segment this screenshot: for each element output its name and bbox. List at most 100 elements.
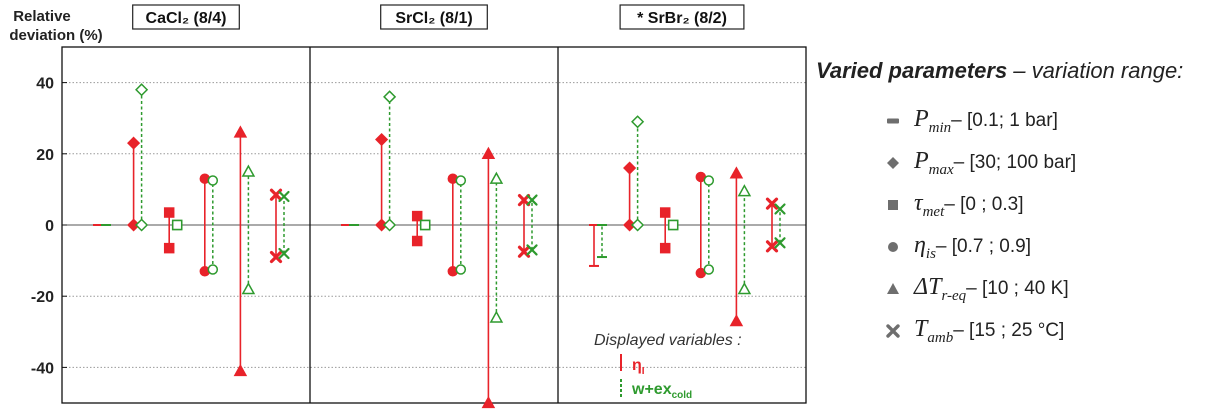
- legend-symbol: [882, 155, 904, 171]
- marker-square: [667, 219, 679, 231]
- legend-item: ΔTr-eq – [10 ; 40 K]: [882, 268, 1226, 310]
- y-tick-label: 20: [36, 147, 54, 164]
- legend-symbol: [882, 197, 904, 213]
- marker-diamond: [631, 115, 645, 129]
- marker-circle: [207, 264, 219, 275]
- displayed-variables-title: Displayed variables :: [594, 332, 742, 349]
- legend-item: Pmax – [30; 100 bar]: [882, 142, 1226, 184]
- panel-title-frame: [380, 4, 488, 30]
- marker-cross-stroke: [526, 244, 538, 256]
- group-Pmin: [589, 224, 607, 267]
- legend-eta-label: ηI: [632, 357, 645, 377]
- legend-eta-sub: I: [642, 366, 645, 377]
- marker-cross-stroke: [774, 237, 786, 249]
- y-tick-label: -40: [31, 360, 54, 377]
- marker-square: [411, 235, 423, 247]
- marker-cross-stroke: [526, 194, 538, 206]
- legend-parameter-subscript: max: [928, 161, 954, 178]
- marker-cross-stroke: [517, 193, 531, 207]
- marker-cross-stroke: [278, 247, 290, 260]
- legend-w-sub: cold: [672, 390, 693, 401]
- legend-parameter-symbol: T: [914, 315, 928, 342]
- legend-parameter-symbol: η: [914, 231, 926, 258]
- legend-symbol: [882, 281, 904, 297]
- dash-icon-shape: [887, 118, 899, 124]
- legend-parameter-symbol: ΔT: [914, 273, 942, 300]
- legend-item: ηis – [0.7 ; 0.9]: [882, 226, 1226, 268]
- group-tau_met: [659, 207, 679, 254]
- legend-parameter-range: – [30; 100 bar]: [953, 152, 1077, 173]
- group-eta_is: [199, 173, 219, 277]
- group-T_amb: [765, 197, 786, 253]
- marker-square: [163, 242, 175, 254]
- group-tau_met: [163, 207, 183, 254]
- legend-symbol: [882, 239, 904, 255]
- panel-title-frame: [619, 4, 745, 30]
- marker-triangle: [233, 125, 248, 138]
- legend-item: Pmin – [0.1; 1 bar]: [882, 100, 1226, 142]
- group-eta_is: [695, 171, 715, 279]
- legend-parameter-name: Pmin: [914, 106, 951, 137]
- triangle-icon: [887, 283, 899, 294]
- legend-symbol: [882, 113, 904, 129]
- marker-diamond: [135, 83, 149, 97]
- y-axis-label-line1: Relative: [13, 8, 71, 25]
- marker-cross-stroke: [765, 240, 779, 253]
- varied-parameters-legend: Varied parameters – variation range: Pmi…: [816, 58, 1226, 352]
- square-icon-shape: [888, 200, 898, 210]
- legend-parameter-subscript: is: [925, 245, 936, 262]
- legend-w-main: w+ex: [631, 381, 672, 398]
- legend-parameter-subscript: met: [922, 203, 945, 220]
- legend-parameter-name: Pmax: [914, 148, 954, 179]
- marker-square: [163, 207, 175, 218]
- marker-triangle: [737, 282, 752, 295]
- legend-symbol: [882, 323, 904, 339]
- marker-triangle: [481, 146, 496, 159]
- legend-eta-main: η: [632, 357, 642, 374]
- legend-parameter-name: ηis: [914, 232, 936, 263]
- cross-icon-shape: [886, 324, 900, 338]
- marker-circle: [703, 264, 715, 275]
- legend-parameter-name: τmet: [914, 190, 944, 221]
- legend-parameter-symbol: P: [914, 147, 929, 174]
- marker-triangle: [233, 363, 248, 377]
- panel-title-box: SrCl₂ (8/1): [380, 4, 488, 30]
- square-icon: [888, 200, 898, 210]
- group-T_amb: [269, 188, 290, 264]
- marker-cross-stroke: [517, 245, 531, 258]
- marker-circle: [207, 175, 219, 186]
- group-Pmax: [623, 115, 645, 232]
- marker-diamond: [623, 161, 637, 175]
- marker-circle: [455, 264, 467, 275]
- panel-title-frame: [132, 4, 240, 30]
- group-Pmax: [375, 90, 397, 232]
- panel-title: CaCl₂ (8/4): [146, 10, 227, 27]
- legend-w-label: w+excold: [631, 381, 692, 401]
- marker-triangle: [729, 166, 744, 179]
- legend-title-rest: – variation range:: [1007, 58, 1184, 83]
- group-dT_r_eq: [481, 146, 504, 409]
- panel-title-box: * SrBr₂ (8/2): [619, 4, 745, 30]
- marker-triangle: [489, 171, 504, 184]
- panel-title-box: CaCl₂ (8/4): [132, 4, 240, 30]
- marker-diamond: [631, 218, 645, 232]
- legend-parameter-symbol: P: [914, 105, 929, 132]
- displayed-variables-legend: Displayed variables :ηIw+excold: [594, 332, 742, 401]
- dash-icon: [887, 118, 899, 124]
- marker-square: [171, 219, 183, 231]
- diamond-icon-shape: [887, 157, 899, 169]
- group-dT_r_eq: [729, 166, 752, 327]
- legend-parameter-range: – [0.7 ; 0.9]: [935, 236, 1031, 257]
- marker-cross-stroke: [765, 197, 779, 210]
- legend-parameter-subscript: r-eq: [941, 287, 967, 304]
- marker-cross-stroke: [278, 190, 290, 203]
- cross-icon: [886, 324, 900, 338]
- group-T_amb: [517, 193, 538, 258]
- legend-parameter-range: – [0.1; 1 bar]: [951, 110, 1058, 131]
- group-Pmax: [127, 83, 149, 232]
- legend-title: Varied parameters – variation range:: [816, 58, 1226, 84]
- y-tick-label: 40: [36, 76, 54, 93]
- diamond-icon: [887, 157, 899, 169]
- marker-diamond: [135, 218, 149, 232]
- marker-diamond: [127, 136, 141, 150]
